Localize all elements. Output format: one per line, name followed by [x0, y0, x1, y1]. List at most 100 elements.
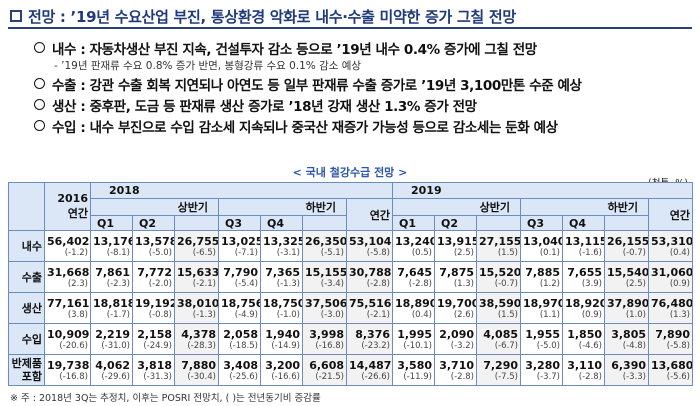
table-cell: 19,192 (-0.8): [132, 292, 175, 324]
cell-value: 7,890: [655, 327, 690, 341]
table-cell: 7,290 (-7.5): [476, 354, 521, 386]
table-cell: 7,885 (1.2): [520, 261, 563, 293]
cell-value: 7,645: [397, 265, 432, 279]
table-cell: 1,995 (-10.1): [392, 323, 435, 355]
cell-value: 14,487: [349, 358, 392, 372]
supply-demand-table: 2016 연간 2018 2019 상반기 하반기 연간 상반기 하반기 연간 Q…: [8, 182, 693, 386]
h2-2019-sub-header: [604, 215, 649, 231]
table-cell: 3,998 (-16.8): [302, 323, 347, 355]
cell-value: 19,192: [135, 296, 175, 310]
cell-change: (1.3): [669, 309, 690, 320]
cell-value: 13,040: [523, 234, 563, 248]
cell-change: (-2.8): [450, 371, 474, 382]
cell-change: (2.3): [67, 278, 88, 289]
cell-value: 77,161: [47, 296, 90, 310]
cell-value: 2,158: [137, 327, 172, 341]
cell-value: 15,155: [305, 265, 347, 279]
bullet-production: 생산 : 중후판, 도금 등 판재류 생산 증가로 ’18년 강재 생산 1.3…: [34, 95, 694, 115]
cell-value: 26,350: [305, 234, 347, 248]
cell-value: 31,668: [47, 265, 90, 279]
cell-change: (-1.3): [192, 309, 216, 320]
table-cell: 18,818 (-1.7): [90, 292, 133, 324]
cell-value: 2,219: [95, 327, 130, 341]
cell-change: (-16.6): [271, 371, 300, 382]
cell-value: 26,155: [607, 234, 649, 248]
table-cell: 2,090 (-3.2): [434, 323, 477, 355]
cell-value: 53,310: [651, 234, 693, 248]
cell-value: 18,920: [565, 296, 605, 310]
cell-value: 56,402: [47, 234, 90, 248]
cell-change: (-3.0): [320, 309, 344, 320]
cell-value: 26,755: [177, 234, 219, 248]
table-cell: 6,608 (-21.5): [302, 354, 347, 386]
cell-change: (-2.3): [106, 278, 130, 289]
cell-value: 7,875: [439, 265, 474, 279]
table-cell: 3,408 (-25.6): [218, 354, 261, 386]
cell-change: (-4.8): [622, 340, 646, 351]
cell-change: (-10.1): [403, 340, 432, 351]
annual-2019-header: 연간: [648, 198, 693, 231]
h2-2019-header: 하반기: [520, 198, 649, 216]
cell-value: 10,909: [47, 327, 90, 341]
cell-change: (-0.8): [148, 309, 172, 320]
cell-value: 7,861: [95, 265, 130, 279]
cell-change: (-3.7): [536, 371, 560, 382]
cell-change: (1.3): [453, 278, 474, 289]
cell-change: (-1.3): [276, 278, 300, 289]
cell-value: 7,365: [265, 265, 300, 279]
cell-value: 31,060: [651, 265, 693, 279]
table-cell: 2,219 (-31.0): [90, 323, 133, 355]
table-cell: 13,240 (0.5): [392, 230, 435, 262]
cell-value: 1,940: [265, 327, 300, 341]
table-cell: 53,104 (-5.8): [346, 230, 393, 262]
table-body: 내수 56,402 (-1.2) 13,176 (-8.1) 13,578 (-5.0) 26…: [8, 230, 693, 386]
bullet-demand-text: 내수 : 자동차생산 부진 지속, 건설투자 감소 등으로 ’19년 내수 0.…: [52, 41, 537, 58]
table-cell: 26,350 (-5.1): [302, 230, 347, 262]
cell-change: (0.1): [539, 247, 560, 258]
cell-change: (0.5): [411, 247, 432, 258]
table-cell: 15,633 (-2.1): [174, 261, 219, 293]
checkbox-bullet-icon: [10, 10, 22, 22]
q2-2019-header: Q2: [434, 215, 477, 231]
table-cell: 38,010 (-1.3): [174, 292, 219, 324]
cell-value: 3,280: [525, 358, 560, 372]
table-cell: 8,376 (-23.2): [346, 323, 393, 355]
cell-change: (1.5): [497, 309, 518, 320]
table-cell: 76,480 (1.3): [648, 292, 693, 324]
cell-value: 19,738: [47, 358, 90, 372]
table-cell: 56,402 (-1.2): [44, 230, 91, 262]
cell-change: (-5.0): [148, 247, 172, 258]
table-cell: 2,058 (-18.5): [218, 323, 261, 355]
cell-change: (1.2): [539, 278, 560, 289]
cell-change: (-0.7): [622, 247, 646, 258]
annual-2018-header: 연간: [346, 198, 393, 231]
cell-change: (2.6): [453, 309, 474, 320]
table-cell: 18,970 (1.1): [520, 292, 563, 324]
cell-value: 13,025: [221, 234, 261, 248]
table-cell: 7,645 (-2.8): [392, 261, 435, 293]
table-cell: 3,818 (-31.3): [132, 354, 175, 386]
table-cell: 19,700 (2.6): [434, 292, 477, 324]
table-cell: 18,750 (-1.0): [260, 292, 303, 324]
table-cell: 1,850 (-4.6): [562, 323, 605, 355]
table-cell: 37,506 (-3.0): [302, 292, 347, 324]
table-cell: 27,155 (1.5): [476, 230, 521, 262]
table-cell: 7,365 (-1.3): [260, 261, 303, 293]
table-cell: 26,155 (-0.7): [604, 230, 649, 262]
cell-change: (-2.8): [578, 371, 602, 382]
cell-change: (-5.6): [666, 371, 690, 382]
row-label: 내수: [8, 230, 45, 262]
cell-change: (-1.2): [64, 247, 88, 258]
cell-value: 76,480: [651, 296, 693, 310]
table-cell: 1,955 (-5.0): [520, 323, 563, 355]
cell-value: 15,520: [479, 265, 521, 279]
table-cell: 15,540 (2.5): [604, 261, 649, 293]
cell-value: 30,788: [349, 265, 392, 279]
cell-change: (-4.6): [578, 340, 602, 351]
cell-value: 18,890: [395, 296, 435, 310]
cell-change: (-5.0): [536, 340, 560, 351]
headline-bar: 전망 : ’19년 수요산업 부진, 통상환경 악화로 내수·수출 미약한 증가…: [8, 5, 692, 29]
q1-2019-header: Q1: [392, 215, 435, 231]
cell-value: 37,506: [305, 296, 347, 310]
cell-value: 2,058: [223, 327, 258, 341]
